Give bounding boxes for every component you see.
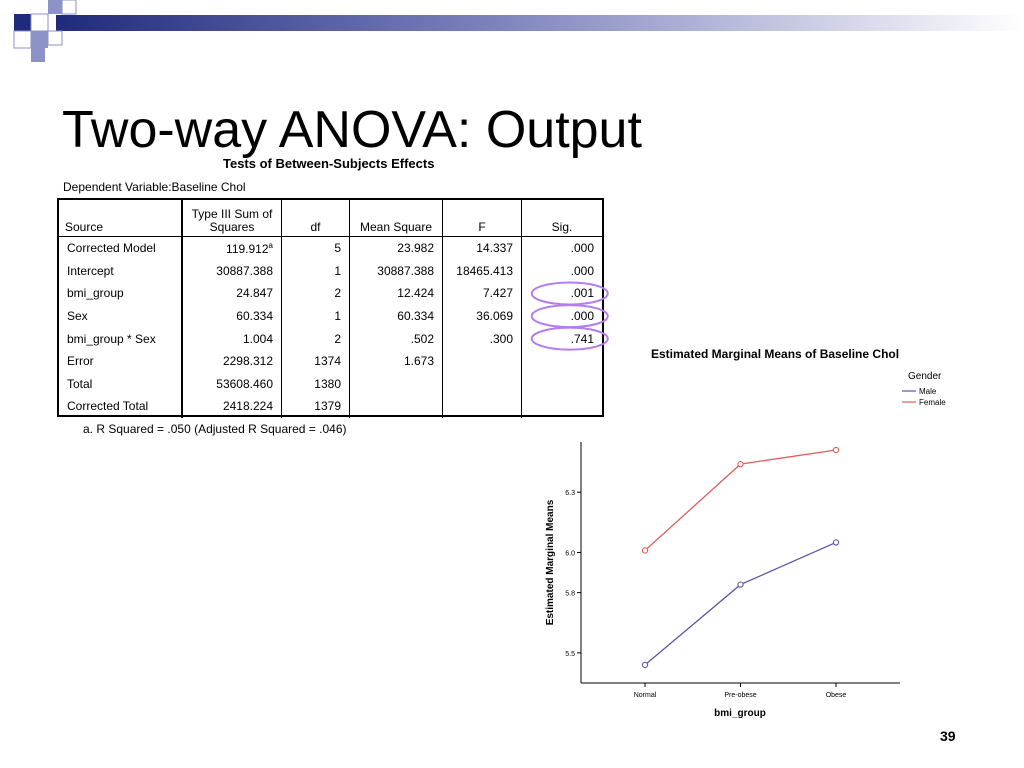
cell-sig: .000 xyxy=(570,263,594,278)
table-row: bmi_group * Sex 1.004 2.502.300.741 xyxy=(59,327,602,350)
cell-sig: .001 xyxy=(570,286,594,301)
cell-mean-square: .502 xyxy=(349,327,443,350)
cell-mean-square: 30887.388 xyxy=(349,259,443,283)
deco-square xyxy=(14,14,31,31)
x-tick-label: Obese xyxy=(826,692,847,699)
table-row: Corrected Model 119.912a 5 23.982 14.337 .000 xyxy=(59,236,602,260)
y-axis-label: Estimated Marginal Means xyxy=(545,499,556,625)
cell-source: Corrected Total xyxy=(59,395,183,418)
cell-f: 18465.413 xyxy=(442,259,522,283)
data-point xyxy=(737,460,744,468)
marginal-means-chart: Estimated Marginal Means of Baseline Cho… xyxy=(545,347,946,719)
cell-mean-square: 1.673 xyxy=(349,349,443,373)
y-tick-label: 6.3 xyxy=(565,490,575,497)
y-tick-label: 5.5 xyxy=(565,651,575,658)
cell-sig: .000 xyxy=(570,241,594,256)
cell-sig: .000 xyxy=(570,309,594,324)
cell-sum-of-squares: 119.912a xyxy=(182,236,282,260)
cell-f xyxy=(442,395,522,418)
chart-title: Estimated Marginal Means of Baseline Cho… xyxy=(651,347,899,361)
cell-mean-square xyxy=(349,395,443,418)
cell-source: Total xyxy=(59,372,183,396)
y-tick-label: 5.8 xyxy=(565,591,575,598)
cell-df: 1 xyxy=(281,304,350,328)
cell-mean-square: 60.334 xyxy=(349,304,443,328)
header-sig: Sig. xyxy=(521,200,602,237)
table-header-row: Source Type III Sum of Squares df Mean S… xyxy=(59,200,602,237)
header-mean-square: Mean Square xyxy=(349,200,443,237)
deco-square xyxy=(47,30,63,46)
cell-sum-of-squares: 53608.460 xyxy=(182,372,282,396)
data-point xyxy=(737,581,744,588)
x-tick-label: Normal xyxy=(634,692,657,699)
x-axis-label: bmi_group xyxy=(714,708,766,719)
cell-source: Intercept xyxy=(59,259,183,283)
slide-corner-decoration xyxy=(13,0,1024,62)
header-f: F xyxy=(442,200,522,237)
cell-df: 2 xyxy=(281,327,350,350)
series-line xyxy=(644,541,837,666)
cell-f: .300 xyxy=(442,327,522,350)
cell-source: Sex xyxy=(59,304,183,328)
cell-source: bmi_group * Sex xyxy=(59,327,183,350)
deco-square xyxy=(31,48,45,62)
table-row: bmi_group 24.847 2 12.424 7.427 .001 xyxy=(59,282,602,305)
cell-sum-of-squares: 2298.312 xyxy=(182,349,282,373)
header-source: Source xyxy=(59,200,183,237)
y-tick-label: 6.0 xyxy=(565,550,575,557)
legend-label: Male xyxy=(919,387,937,396)
table-row: Corrected Total 2418.224 1379 xyxy=(59,395,602,418)
deco-square xyxy=(31,31,48,48)
cell-f xyxy=(442,372,522,396)
cell-sum-of-squares: 2418.224 xyxy=(182,395,282,418)
footnote-marker: a xyxy=(268,240,273,250)
table-row: Error 2298.312 1374 1.673 xyxy=(59,349,602,373)
cell-sum-of-squares: 30887.388 xyxy=(182,259,282,283)
table-row: Sex 60.334 1 60.334 36.069.000 xyxy=(59,304,602,328)
table-footnote: a. R Squared = .050 (Adjusted R Squared … xyxy=(83,422,347,436)
cell-mean-square: 12.424 xyxy=(349,282,443,305)
cell-df: 1379 xyxy=(281,395,350,418)
slide-title: Two-way ANOVA: Output xyxy=(62,101,642,159)
header-gradient-bar xyxy=(56,15,1024,31)
header-df: df xyxy=(281,200,350,237)
data-point xyxy=(641,661,649,669)
cell-sum-of-squares: 60.334 xyxy=(182,304,282,328)
anova-table: Source Type III Sum of Squares df Mean S… xyxy=(57,198,604,418)
legend-title: Gender xyxy=(908,371,942,382)
cell-df: 1 xyxy=(281,259,350,283)
cell-mean-square: 23.982 xyxy=(349,236,443,260)
cell-f xyxy=(442,349,522,373)
cell-f: 36.069 xyxy=(442,304,522,328)
data-point xyxy=(832,446,840,454)
cell-sum-of-squares: 1.004 xyxy=(182,327,282,350)
data-point xyxy=(641,547,649,554)
slide-number: 39 xyxy=(940,728,956,744)
cell-source: Error xyxy=(59,349,183,373)
cell-df: 5 xyxy=(281,236,350,260)
table-caption: Tests of Between-Subjects Effects xyxy=(223,156,435,171)
cell-df: 2 xyxy=(281,282,350,305)
header-sum-of-squares: Type III Sum of Squares xyxy=(182,200,282,237)
legend-label: Female xyxy=(919,398,946,407)
cell-sum-of-squares: 24.847 xyxy=(182,282,282,305)
dependent-variable-label: Dependent Variable:Baseline Chol xyxy=(63,180,246,194)
cell-f: 14.337 xyxy=(442,236,522,260)
x-tick-label: Pre-obese xyxy=(724,692,756,699)
cell-mean-square xyxy=(349,372,443,396)
cell-df: 1380 xyxy=(281,372,350,396)
table-row: Total 53608.460 1380 xyxy=(59,372,602,396)
deco-square xyxy=(48,0,62,14)
data-point xyxy=(832,539,840,546)
cell-source: Corrected Model xyxy=(59,236,183,260)
deco-square xyxy=(61,0,77,15)
deco-square xyxy=(13,30,32,49)
cell-source: bmi_group xyxy=(59,282,183,305)
cell-df: 1374 xyxy=(281,349,350,373)
deco-square xyxy=(30,13,49,32)
cell-f: 7.427 xyxy=(442,282,522,305)
table-row: Intercept 30887.388 1 30887.388 18465.413.00… xyxy=(59,259,602,283)
